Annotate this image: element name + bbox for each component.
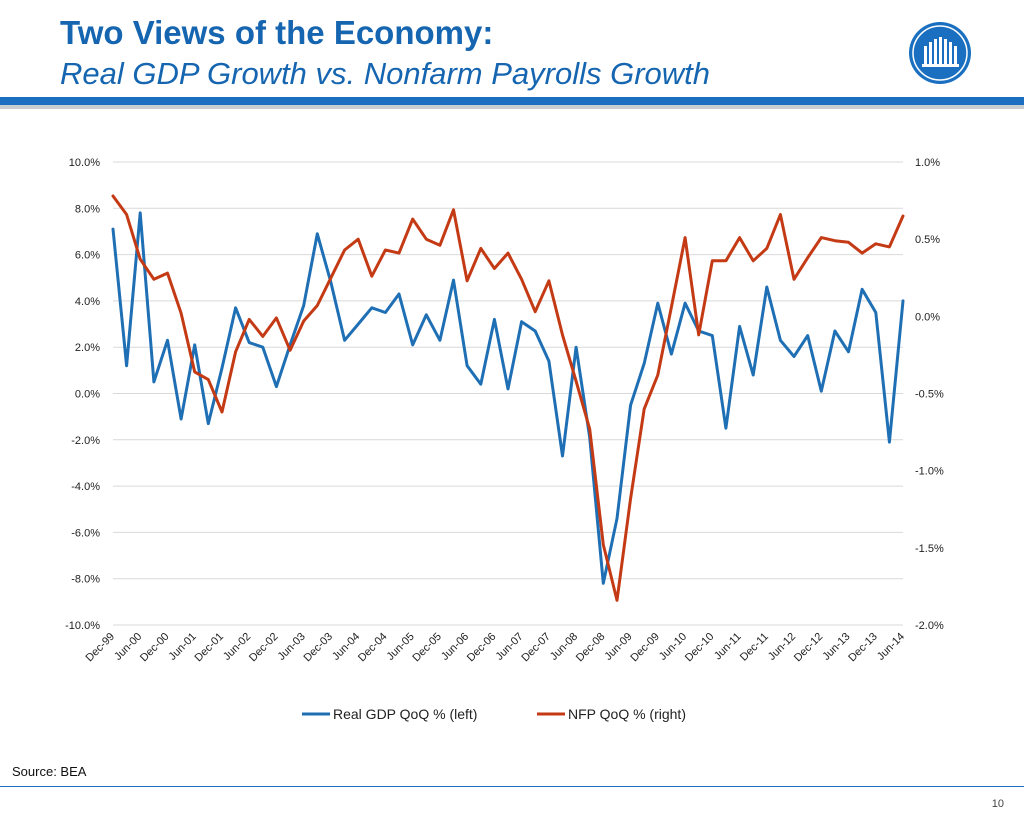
series-line-gdp <box>111 211 905 585</box>
x-axis-tick-label: Dec-12 <box>792 631 826 665</box>
source-note: Source: BEA <box>12 764 87 779</box>
company-logo-icon <box>909 22 971 84</box>
x-axis-tick-label: Jun-11 <box>712 631 744 663</box>
x-axis-tick-label: Dec-04 <box>356 631 390 665</box>
x-axis-tick-label: Dec-08 <box>574 631 608 665</box>
left-axis-tick-label: 6.0% <box>75 250 100 262</box>
series-line-nfp <box>111 194 905 602</box>
right-axis-tick-label: -2.0% <box>915 620 944 632</box>
x-axis-tick-label: Dec-99 <box>84 631 118 665</box>
x-axis-tick-label: Dec-02 <box>247 631 281 665</box>
right-axis-tick-label: 0.5% <box>915 234 940 246</box>
x-axis-tick-label: Dec-11 <box>738 631 771 664</box>
right-axis-tick-label: 1.0% <box>915 157 940 169</box>
right-axis-tick-label: -1.5% <box>915 543 944 555</box>
right-axis-tick-label: 0.0% <box>915 311 940 323</box>
x-axis-tick-label: Dec-06 <box>465 631 499 665</box>
footer-rule <box>0 786 1024 787</box>
x-axis-tick-label: Dec-10 <box>683 631 717 665</box>
x-axis-tick-label: Dec-05 <box>410 631 444 665</box>
x-axis-tick-label: Dec-01 <box>193 631 227 665</box>
x-axis-tick-label: Dec-09 <box>628 631 662 665</box>
gdp-vs-nfp-line-chart: 10.0% 8.0% 6.0% 4.0% 2.0% 0.0% -2.0% -4.0% -6.0%… <box>65 157 944 722</box>
left-axis-tick-label: 10.0% <box>69 157 100 169</box>
left-axis-tick-label: 8.0% <box>75 203 100 215</box>
x-axis-tick-label: Jun-14 <box>875 631 907 663</box>
legend-item-nfp-label: NFP QoQ % (right) <box>568 706 686 722</box>
header-rule-shadow <box>0 105 1024 109</box>
legend-item-gdp-label: Real GDP QoQ % (left) <box>333 706 477 722</box>
x-axis-tick-label: Dec-03 <box>301 631 335 665</box>
left-axis-tick-label: -8.0% <box>71 574 100 586</box>
slide-subtitle: Real GDP Growth vs. Nonfarm Payrolls Gro… <box>60 56 711 91</box>
x-axis-tick-label: Dec-07 <box>519 631 553 665</box>
left-axis-tick-label: 2.0% <box>75 342 100 354</box>
right-axis-tick-label: -1.0% <box>915 466 944 478</box>
x-axis-tick-label: Dec-13 <box>846 631 880 665</box>
header-rule <box>0 97 1024 105</box>
left-axis-tick-label: 0.0% <box>75 389 100 401</box>
left-axis-tick-label: 4.0% <box>75 296 100 308</box>
left-axis-tick-label: -2.0% <box>71 435 100 447</box>
right-axis-tick-label: -0.5% <box>915 389 944 401</box>
left-axis-tick-label: -6.0% <box>71 527 100 539</box>
left-axis-tick-label: -4.0% <box>71 481 100 493</box>
page-number: 10 <box>991 798 1004 810</box>
left-axis-tick-label: -10.0% <box>65 620 100 632</box>
x-axis-tick-label: Dec-00 <box>138 631 172 665</box>
slide-title: Two Views of the Economy: <box>60 14 494 51</box>
